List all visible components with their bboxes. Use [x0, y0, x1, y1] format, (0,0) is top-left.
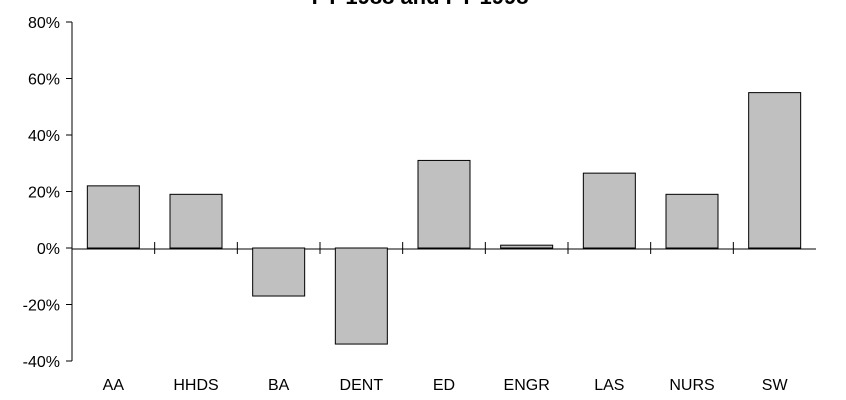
y-tick-label: 0% — [37, 241, 60, 258]
y-tick-label: 60% — [28, 72, 60, 89]
bar-las — [582, 172, 636, 249]
bar-ba — [252, 247, 306, 297]
y-tick-label: 40% — [28, 128, 60, 145]
x-axis-labels: AA HHDS BA DENT ED ENGR LAS NURS SW — [103, 377, 789, 394]
bar-engr — [500, 244, 554, 249]
bar-dent — [334, 247, 388, 345]
bar-hhds — [169, 193, 223, 249]
x-tick-label-nurs: NURS — [669, 377, 714, 394]
x-tick-label-sw: SW — [762, 377, 789, 394]
x-tick-label-ed: ED — [433, 377, 455, 394]
y-axis-ticks: 80% 60% 40% 20% 0% -20% -40% — [23, 15, 72, 371]
x-tick-label-las: LAS — [594, 377, 624, 394]
y-tick-label: 20% — [28, 185, 60, 202]
x-tick-label-ba: BA — [268, 377, 290, 394]
bars — [86, 92, 802, 345]
chart-title: FY 1988 and FY 1998 — [312, 0, 529, 9]
x-tick-label-engr: ENGR — [504, 377, 550, 394]
x-tick-label-hhds: HHDS — [173, 377, 218, 394]
y-tick-label: -20% — [23, 298, 60, 315]
bar-ed — [417, 159, 471, 249]
x-axis-ticks — [154, 242, 734, 254]
bar-aa — [86, 185, 140, 249]
y-tick-label: 80% — [28, 15, 60, 32]
bar-sw — [748, 92, 802, 249]
x-tick-label-aa: AA — [103, 377, 125, 394]
y-tick-label: -40% — [23, 354, 60, 371]
bar-nurs — [665, 193, 719, 249]
x-tick-label-dent: DENT — [340, 377, 384, 394]
